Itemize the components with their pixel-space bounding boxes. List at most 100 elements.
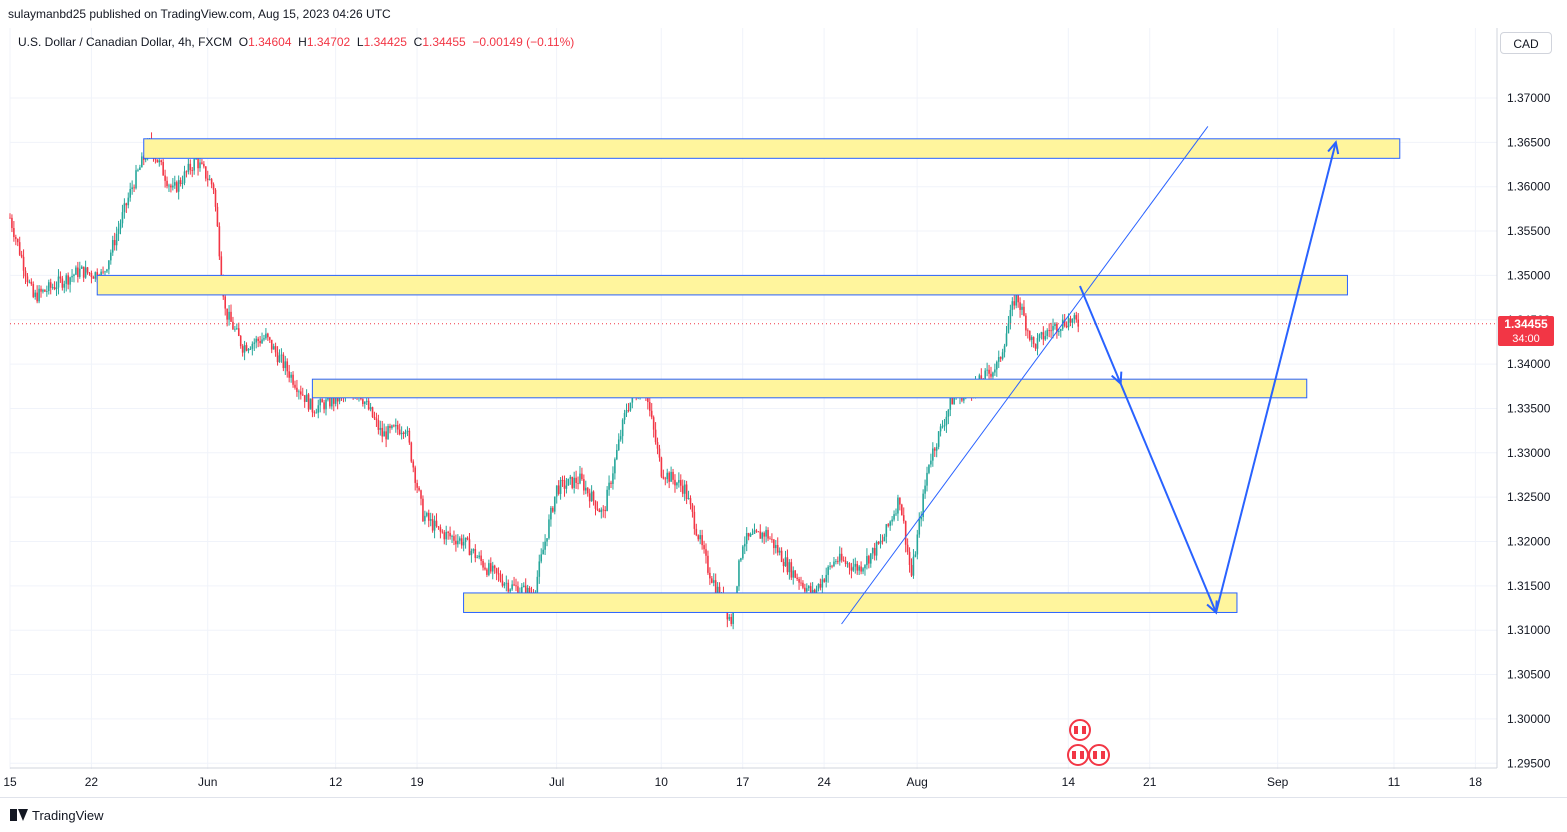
- candle: [42, 288, 44, 294]
- candle: [412, 459, 415, 473]
- candle: [34, 289, 37, 300]
- candle-body: [377, 420, 380, 430]
- candle-body: [608, 482, 610, 490]
- price-zone[interactable]: [463, 592, 1238, 613]
- candle-body: [612, 473, 614, 484]
- price-zone[interactable]: [143, 138, 1401, 159]
- candle: [858, 564, 860, 576]
- candle-body: [691, 504, 694, 512]
- candle: [1075, 311, 1078, 323]
- candle-body: [676, 482, 678, 486]
- candle-body: [782, 561, 785, 567]
- candle-body: [53, 287, 56, 290]
- candle-body: [490, 563, 492, 572]
- candle: [404, 429, 407, 438]
- candle-body: [916, 534, 919, 555]
- candle-body: [307, 394, 310, 410]
- candle: [848, 562, 851, 575]
- candle: [935, 443, 938, 458]
- candle-body: [840, 553, 843, 561]
- candle: [546, 538, 548, 547]
- candle: [307, 392, 310, 412]
- candle-body: [420, 490, 422, 499]
- candle-body: [565, 485, 568, 489]
- candle: [92, 275, 95, 279]
- candle-body: [763, 532, 765, 537]
- candle-body: [9, 217, 11, 219]
- candle-body: [249, 348, 252, 350]
- candle: [237, 322, 240, 337]
- candle: [602, 505, 605, 518]
- candle-body: [949, 397, 952, 410]
- price-chart[interactable]: 1.370001.365001.360001.355001.350001.345…: [0, 28, 1567, 797]
- tradingview-logo[interactable]: TradingView: [10, 807, 104, 823]
- candle: [648, 395, 651, 417]
- candle-body: [131, 187, 133, 189]
- candle-body: [206, 178, 209, 181]
- candle-body: [365, 400, 368, 402]
- trend-drawings[interactable]: [10, 126, 1497, 625]
- candle-body: [274, 346, 277, 353]
- candle: [398, 423, 401, 436]
- candle: [930, 453, 932, 468]
- candle-body: [121, 212, 124, 224]
- time-tick-label: 10: [655, 775, 669, 789]
- candle-body: [55, 287, 58, 290]
- candle-body: [424, 515, 426, 522]
- candle-body: [427, 512, 430, 521]
- candle-body: [953, 397, 955, 405]
- candle-body: [1001, 352, 1004, 359]
- candle-body: [362, 399, 364, 404]
- candle-body: [505, 582, 508, 584]
- candle-body: [778, 550, 781, 553]
- candle-body: [32, 284, 35, 297]
- symbol-label[interactable]: U.S. Dollar / Canadian Dollar, 4h, FXCM: [18, 35, 233, 49]
- candle: [183, 165, 186, 186]
- candle: [125, 202, 128, 213]
- currency-button[interactable]: CAD: [1500, 32, 1552, 54]
- candle: [51, 283, 54, 290]
- countdown-timer: 34:00: [1512, 333, 1540, 345]
- candle-body: [286, 361, 289, 372]
- price-zone[interactable]: [311, 378, 1308, 399]
- candle: [854, 557, 857, 574]
- candle-body: [1032, 337, 1035, 345]
- candle-body: [943, 425, 946, 427]
- candle-body: [276, 352, 279, 363]
- candle: [286, 358, 289, 378]
- candle: [497, 567, 500, 582]
- candle-body: [914, 554, 917, 557]
- event-icons: [1067, 719, 1110, 766]
- candle-body: [460, 538, 463, 546]
- candle: [206, 170, 209, 187]
- candle-body: [199, 162, 201, 169]
- candle: [484, 562, 486, 571]
- candle-body: [852, 566, 855, 571]
- candle-body: [466, 537, 469, 540]
- candle-body: [714, 580, 717, 593]
- candle-body: [996, 361, 998, 370]
- candle: [875, 540, 878, 561]
- candle-body: [604, 509, 606, 512]
- candle-body: [441, 531, 444, 533]
- candle: [427, 509, 430, 528]
- candle-body: [13, 228, 15, 238]
- candle-body: [493, 565, 496, 569]
- candle-body: [817, 583, 820, 589]
- candle-body: [897, 497, 899, 514]
- candle: [707, 550, 709, 575]
- candle: [619, 429, 622, 442]
- candle: [80, 265, 83, 269]
- candle-body: [210, 179, 213, 185]
- candle-body: [241, 346, 244, 353]
- candle-body: [742, 546, 744, 559]
- price-zone[interactable]: [96, 274, 1348, 296]
- candle: [230, 304, 232, 322]
- candle-body: [34, 292, 37, 297]
- candle: [1042, 326, 1045, 346]
- candle: [817, 583, 820, 592]
- candle-body: [681, 485, 684, 494]
- support-resistance-zones[interactable]: [96, 138, 1401, 613]
- candle-body: [1013, 301, 1016, 306]
- candle: [555, 485, 558, 504]
